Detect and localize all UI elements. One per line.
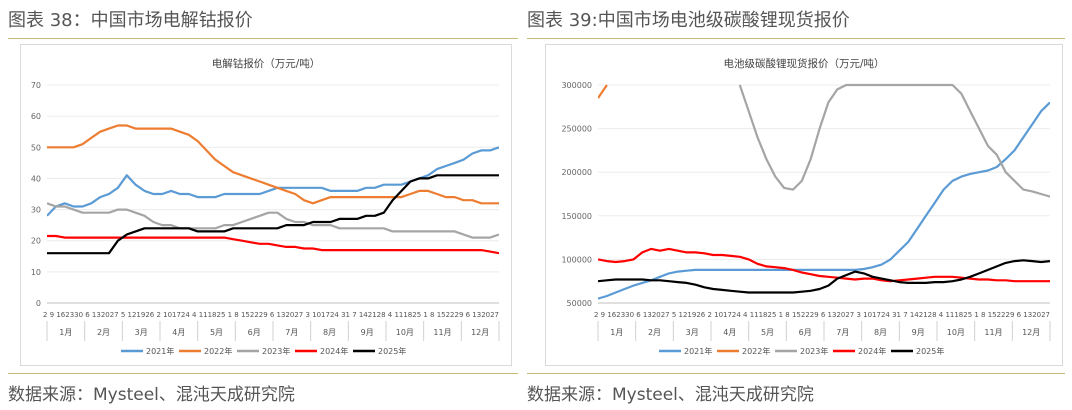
x-month-label: 10月 (396, 328, 414, 337)
x-day-tick-labels: 2 9 162330 6 132027 5 121926 2 101724 4 … (594, 310, 1050, 319)
x-month-label: 1月 (59, 328, 72, 337)
y-tick-label: 150000 (561, 212, 592, 221)
x-month-label: 5月 (210, 328, 223, 337)
series-line-2023年 (47, 202, 499, 239)
y-tick-label: 300000 (561, 81, 592, 90)
y-tick-label: 10 (31, 268, 41, 277)
y-tick-label: 20 (31, 237, 41, 246)
x-month-label: 11月 (984, 328, 1002, 337)
y-tick-label: 100000 (561, 255, 592, 264)
series-line-2025年 (598, 259, 1050, 294)
series-line-2022年 (598, 84, 608, 99)
x-month-label: 5月 (761, 328, 774, 337)
x-month-label: 3月 (686, 328, 699, 337)
right-chart-panel: 电池级碳酸锂现货报价（万元/吨） 50000 100000 150000 200000 2… (545, 44, 1063, 366)
legend-label: 2025年 (916, 346, 944, 356)
legend-label: 2022年 (742, 346, 770, 356)
left-figure-title: 图表 38：中国市场电解钴报价 (8, 10, 253, 31)
x-month-label: 10月 (947, 328, 965, 337)
x-month-label: 6月 (799, 328, 812, 337)
chart-title: 电池级碳酸锂现货报价（万元/吨） (723, 57, 884, 70)
legend-label: 2024年 (320, 346, 348, 356)
left-chart-panel: 电解钴报价（万元/吨） 0 10 20 30 40 50 60 70 2 9 162330 6 1… (20, 44, 512, 366)
legend-label: 2023年 (262, 346, 290, 356)
y-tick-label: 30 (31, 206, 41, 215)
x-month-label: 9月 (361, 328, 374, 337)
x-month-label: 3月 (135, 328, 148, 337)
x-month-label: 1月 (610, 328, 623, 337)
lithium-carbonate-price-chart: 电池级碳酸锂现货报价（万元/吨） 50000 100000 150000 200000 2… (561, 57, 1051, 356)
x-month-label: 2月 (648, 328, 661, 337)
left-title-rule (8, 38, 518, 39)
chart-title: 电解钴报价（万元/吨） (212, 57, 321, 70)
cobalt-price-chart: 电解钴报价（万元/吨） 0 10 20 30 40 50 60 70 2 9 162330 6 1… (31, 57, 500, 356)
x-month-label: 8月 (874, 328, 887, 337)
x-day-tick-labels: 2 9 162330 6 132027 5 121926 2 101724 4 … (43, 310, 499, 319)
x-month-label: 11月 (433, 328, 451, 337)
right-source-rule (527, 373, 1065, 374)
series-line-2021年 (47, 146, 499, 217)
x-month-label: 9月 (912, 328, 925, 337)
left-source-note: 数据来源：Mysteel、混沌天成研究院 (8, 385, 295, 405)
y-tick-label: 0 (36, 299, 41, 308)
y-tick-label: 50 (31, 143, 41, 152)
x-month-label: 8月 (323, 328, 336, 337)
right-source-note: 数据来源：Mysteel、混沌天成研究院 (527, 385, 814, 405)
y-tick-label: 50000 (567, 299, 592, 308)
left-source-rule (8, 373, 518, 374)
x-month-label: 2月 (97, 328, 110, 337)
y-tick-label: 70 (31, 81, 41, 90)
x-month-label: 12月 (1022, 328, 1040, 337)
right-figure-title: 图表 39:中国市场电池级碳酸锂现货报价 (527, 10, 850, 31)
legend-label: 2022年 (204, 346, 232, 356)
y-tick-label: 200000 (561, 168, 592, 177)
legend-label: 2023年 (800, 346, 828, 356)
legend-label: 2021年 (684, 346, 712, 356)
x-month-label: 6月 (248, 328, 261, 337)
legend-label: 2025年 (378, 346, 406, 356)
y-tick-label: 60 (31, 112, 41, 121)
x-month-label: 4月 (723, 328, 736, 337)
y-tick-label: 250000 (561, 125, 592, 134)
series-line-2023年 (738, 83, 1050, 198)
series-line-2022年 (47, 124, 499, 205)
x-month-label: 4月 (172, 328, 185, 337)
x-month-label: 7月 (285, 328, 298, 337)
x-month-label: 7月 (836, 328, 849, 337)
legend-label: 2021年 (146, 346, 174, 356)
series-line-2024年 (598, 247, 1050, 283)
series-line-2025年 (47, 174, 499, 255)
legend-label: 2024年 (858, 346, 886, 356)
y-tick-label: 40 (31, 174, 41, 183)
series-line-2021年 (598, 101, 1050, 300)
right-title-rule (527, 38, 1065, 39)
x-month-label: 12月 (471, 328, 489, 337)
